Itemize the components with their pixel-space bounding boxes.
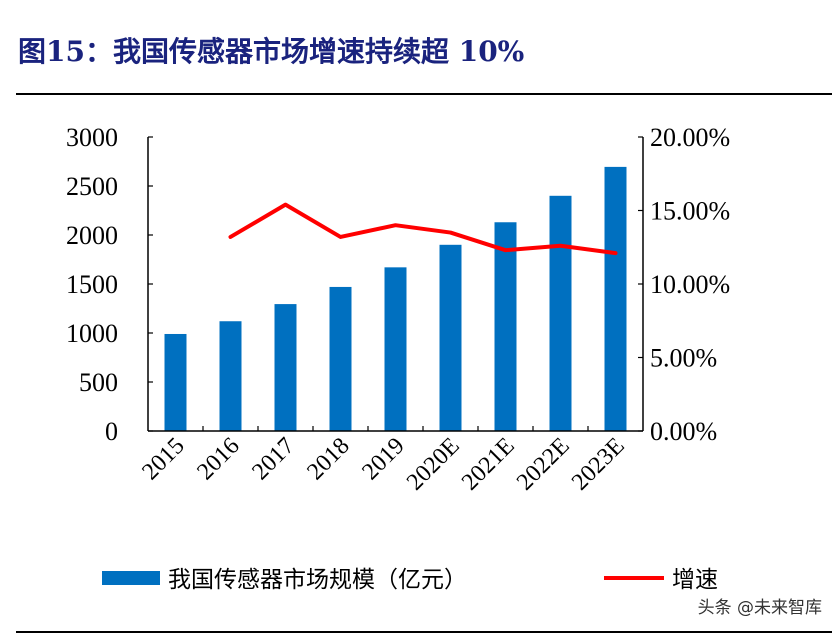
right-tick-label: 5.00% [650,344,717,373]
legend-bar-label: 我国传感器市场规模（亿元） [168,567,467,593]
right-tick-label: 20.00% [650,123,730,152]
left-tick-label: 3000 [66,123,118,152]
watermark: 头条 @未来智库 [697,598,822,618]
right-tick-label: 10.00% [650,270,730,299]
legend-line-label: 增速 [672,567,718,593]
bottom-divider [16,631,832,633]
left-tick-label: 2000 [66,221,118,250]
right-tick-label: 15.00% [650,197,730,226]
bar-2018 [329,286,352,431]
x-tick-label: 2020E [402,433,465,496]
x-tick-label: 2021E [457,433,520,496]
legend-bar-swatch [102,571,160,585]
bar-2017 [274,304,297,431]
left-tick-label: 1500 [66,270,118,299]
x-tick-label: 2017 [247,433,299,485]
left-tick-label: 2500 [66,172,118,201]
left-tick-label: 0 [105,417,118,446]
bar-2015 [164,333,187,431]
x-tick-label: 2023E [567,433,630,496]
top-divider [16,93,832,95]
chart-title: 图15：我国传感器市场增速持续超 10% [18,35,525,68]
bar-2019 [384,267,407,431]
growth-line [228,202,618,256]
x-tick-label: 2022E [512,433,575,496]
left-tick-label: 1000 [66,319,118,348]
bar-2022E [549,195,572,431]
right-tick-label: 0.00% [650,417,717,446]
bar-2023E [604,166,627,431]
bar-2021E [494,222,517,431]
left-tick-label: 500 [79,368,118,397]
x-tick-label: 2016 [192,433,244,485]
bar-2016 [219,321,242,431]
x-tick-label: 2018 [302,433,354,485]
bar-2020E [439,244,462,431]
x-tick-label: 2015 [137,433,189,485]
